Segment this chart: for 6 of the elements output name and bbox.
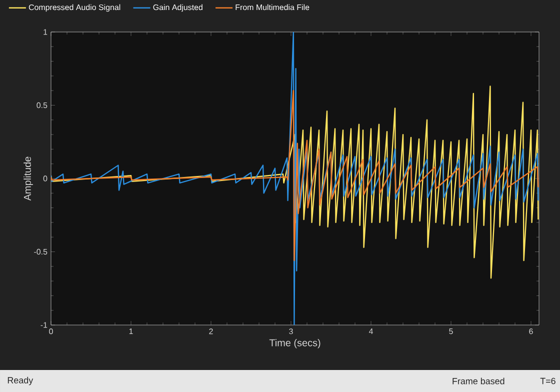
line-series [51, 32, 539, 325]
x-axis-title: Time (secs) [269, 339, 320, 348]
text: Ready [8, 376, 34, 386]
text: Frame based [452, 378, 504, 384]
text: T=6 [540, 378, 556, 384]
y-axis-title: Amplitude [24, 156, 33, 201]
